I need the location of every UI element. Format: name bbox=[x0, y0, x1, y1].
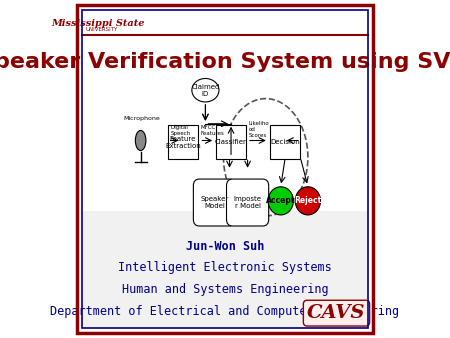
Text: Mississippi State: Mississippi State bbox=[52, 19, 145, 28]
Text: Human and Systems Engineering: Human and Systems Engineering bbox=[122, 283, 328, 296]
Text: Claimed
ID: Claimed ID bbox=[191, 84, 220, 97]
FancyBboxPatch shape bbox=[226, 179, 269, 226]
Ellipse shape bbox=[192, 78, 219, 102]
Text: MFCC
Features: MFCC Features bbox=[200, 125, 224, 136]
Ellipse shape bbox=[135, 130, 146, 150]
Circle shape bbox=[295, 187, 320, 215]
Text: Speaker
Model: Speaker Model bbox=[200, 196, 229, 209]
FancyBboxPatch shape bbox=[194, 179, 235, 226]
Text: Reject: Reject bbox=[294, 196, 321, 206]
Text: Speaker Verification System using SVM: Speaker Verification System using SVM bbox=[0, 52, 450, 72]
FancyBboxPatch shape bbox=[216, 125, 246, 159]
Text: Imposte
r Model: Imposte r Model bbox=[234, 196, 261, 209]
Text: Jun-Won Suh: Jun-Won Suh bbox=[186, 240, 264, 252]
Text: CAVS: CAVS bbox=[307, 304, 366, 322]
Text: Decision: Decision bbox=[270, 139, 300, 145]
FancyBboxPatch shape bbox=[270, 125, 300, 159]
Text: Digital
Speech: Digital Speech bbox=[170, 125, 190, 136]
Circle shape bbox=[268, 187, 293, 215]
Text: Department of Electrical and Computer Engineering: Department of Electrical and Computer En… bbox=[50, 305, 400, 318]
FancyBboxPatch shape bbox=[168, 125, 198, 159]
Text: Classifier: Classifier bbox=[215, 139, 247, 145]
FancyBboxPatch shape bbox=[82, 211, 368, 328]
Text: Intelligent Electronic Systems: Intelligent Electronic Systems bbox=[118, 261, 332, 274]
Text: Microphone: Microphone bbox=[124, 116, 161, 121]
Text: Accept: Accept bbox=[266, 196, 296, 206]
Text: Feature
Extraction: Feature Extraction bbox=[165, 136, 201, 149]
Text: UNIVERSITY: UNIVERSITY bbox=[86, 27, 117, 32]
Text: Likeliho
od
Scores: Likeliho od Scores bbox=[248, 121, 269, 138]
